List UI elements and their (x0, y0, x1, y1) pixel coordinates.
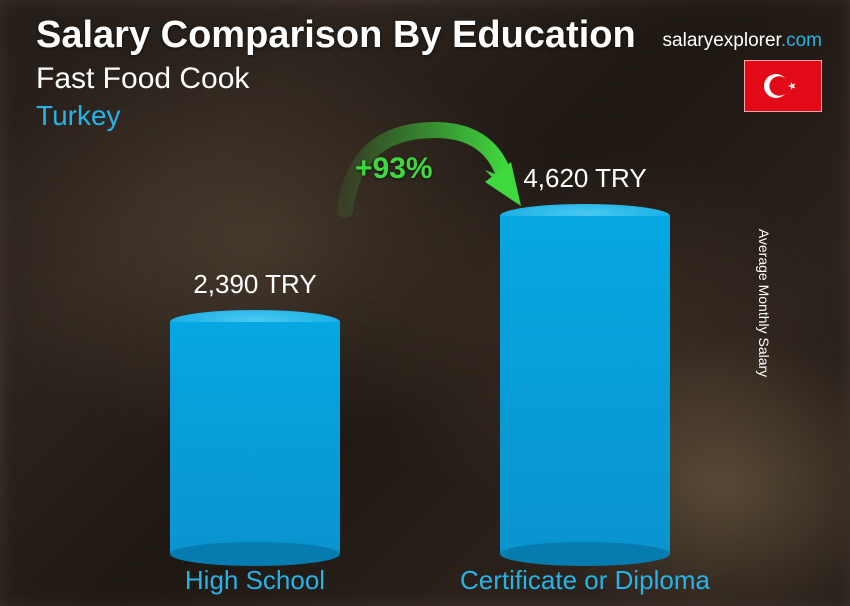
bar-base (170, 542, 340, 566)
bar-value-label: 2,390 TRY (135, 269, 375, 300)
page-title: Salary Comparison By Education (36, 14, 636, 57)
bar-certificate-diploma (500, 216, 670, 554)
infographic-content: Salary Comparison By Education Fast Food… (0, 0, 850, 606)
bar-category-label: Certificate or Diploma (435, 565, 735, 596)
bar-body (170, 322, 340, 554)
bar-high-school (170, 322, 340, 554)
bar-body (500, 216, 670, 554)
percent-increase-label: +93% (355, 152, 433, 186)
bar-face (500, 216, 670, 554)
brand-suffix: .com (781, 30, 822, 51)
bar-base (500, 542, 670, 566)
subtitle-country: Turkey (36, 100, 121, 132)
bar-face (170, 322, 340, 554)
bar-category-label: High School (105, 565, 405, 596)
subtitle-job: Fast Food Cook (36, 62, 249, 96)
brand-label: salaryexplorer.com (663, 30, 822, 52)
turkey-flag-icon (744, 60, 822, 112)
brand-prefix: salaryexplorer (663, 30, 781, 51)
